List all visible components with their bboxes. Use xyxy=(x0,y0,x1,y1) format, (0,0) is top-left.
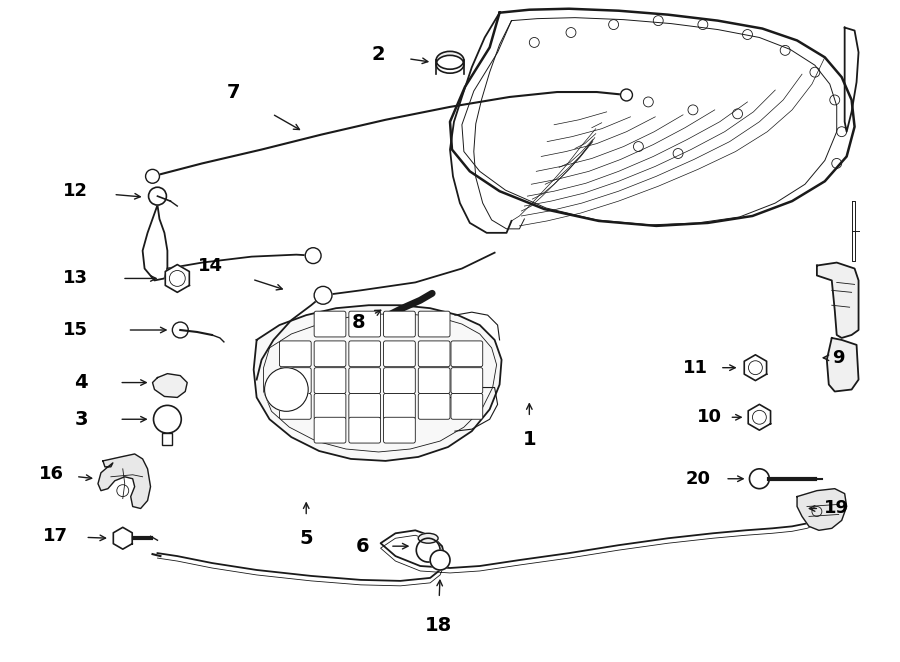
Polygon shape xyxy=(166,265,189,293)
Polygon shape xyxy=(152,373,187,397)
Text: 16: 16 xyxy=(39,465,64,483)
FancyBboxPatch shape xyxy=(314,393,346,419)
FancyBboxPatch shape xyxy=(349,393,381,419)
Text: 2: 2 xyxy=(372,45,385,64)
Text: 5: 5 xyxy=(300,529,313,547)
FancyBboxPatch shape xyxy=(383,341,415,367)
FancyBboxPatch shape xyxy=(349,367,381,393)
Text: 18: 18 xyxy=(425,616,452,635)
Text: 14: 14 xyxy=(197,257,222,275)
Text: 11: 11 xyxy=(683,359,708,377)
Circle shape xyxy=(305,248,321,263)
Polygon shape xyxy=(98,454,150,508)
FancyBboxPatch shape xyxy=(383,367,415,393)
Polygon shape xyxy=(113,528,132,549)
Circle shape xyxy=(172,322,188,338)
Text: 7: 7 xyxy=(227,83,240,101)
FancyBboxPatch shape xyxy=(451,367,482,393)
Text: 19: 19 xyxy=(824,500,850,518)
Circle shape xyxy=(750,469,770,489)
Circle shape xyxy=(146,169,159,183)
FancyBboxPatch shape xyxy=(349,341,381,367)
Text: 1: 1 xyxy=(523,430,536,449)
Circle shape xyxy=(154,405,181,433)
Text: 15: 15 xyxy=(63,321,87,339)
Polygon shape xyxy=(744,355,767,381)
FancyBboxPatch shape xyxy=(349,417,381,443)
Ellipse shape xyxy=(436,52,464,70)
Text: 17: 17 xyxy=(43,527,68,545)
FancyBboxPatch shape xyxy=(162,433,172,445)
Text: 13: 13 xyxy=(63,269,87,287)
FancyBboxPatch shape xyxy=(279,341,311,367)
Polygon shape xyxy=(797,489,847,530)
FancyBboxPatch shape xyxy=(383,393,415,419)
Text: 20: 20 xyxy=(686,470,710,488)
FancyBboxPatch shape xyxy=(451,393,482,419)
Circle shape xyxy=(430,550,450,570)
FancyBboxPatch shape xyxy=(383,417,415,443)
FancyBboxPatch shape xyxy=(383,311,415,337)
Polygon shape xyxy=(817,263,859,338)
FancyBboxPatch shape xyxy=(349,311,381,337)
FancyBboxPatch shape xyxy=(279,393,311,419)
Text: 9: 9 xyxy=(832,349,845,367)
Polygon shape xyxy=(748,404,770,430)
Text: 4: 4 xyxy=(75,373,88,392)
Text: 10: 10 xyxy=(698,408,723,426)
Text: 6: 6 xyxy=(356,537,370,555)
Ellipse shape xyxy=(418,534,438,544)
Polygon shape xyxy=(827,338,859,391)
FancyBboxPatch shape xyxy=(279,367,311,393)
FancyBboxPatch shape xyxy=(418,367,450,393)
Circle shape xyxy=(265,367,308,411)
FancyBboxPatch shape xyxy=(314,367,346,393)
Circle shape xyxy=(621,89,633,101)
Circle shape xyxy=(148,187,166,205)
Text: 8: 8 xyxy=(352,312,365,332)
FancyBboxPatch shape xyxy=(314,341,346,367)
Text: 3: 3 xyxy=(75,410,88,429)
FancyBboxPatch shape xyxy=(314,417,346,443)
FancyBboxPatch shape xyxy=(418,341,450,367)
Ellipse shape xyxy=(436,56,464,73)
FancyBboxPatch shape xyxy=(451,341,482,367)
FancyBboxPatch shape xyxy=(314,311,346,337)
FancyBboxPatch shape xyxy=(418,311,450,337)
Polygon shape xyxy=(254,305,501,461)
Circle shape xyxy=(314,287,332,305)
Text: 12: 12 xyxy=(63,182,87,200)
Circle shape xyxy=(417,538,440,562)
FancyBboxPatch shape xyxy=(418,393,450,419)
